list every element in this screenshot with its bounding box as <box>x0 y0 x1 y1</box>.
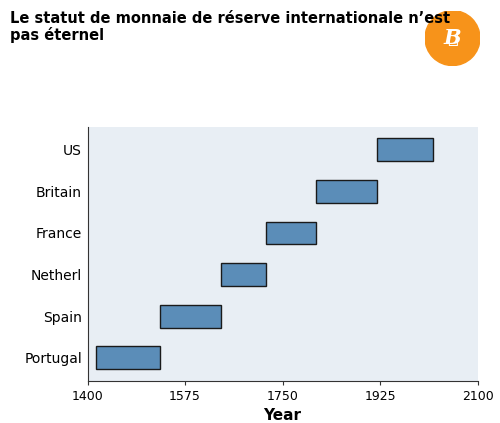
Bar <box>316 180 377 203</box>
Text: pas éternel: pas éternel <box>10 27 104 44</box>
Bar <box>160 305 221 328</box>
Circle shape <box>425 11 480 66</box>
Text: Le statut de monnaie de réserve internationale n’est: Le statut de monnaie de réserve internat… <box>10 11 450 25</box>
Text: B: B <box>444 28 462 48</box>
Bar <box>96 346 160 369</box>
X-axis label: Year: Year <box>264 408 302 423</box>
Bar <box>266 222 316 244</box>
Text: ₿: ₿ <box>447 29 458 47</box>
Bar <box>221 263 266 286</box>
Bar <box>377 138 433 161</box>
